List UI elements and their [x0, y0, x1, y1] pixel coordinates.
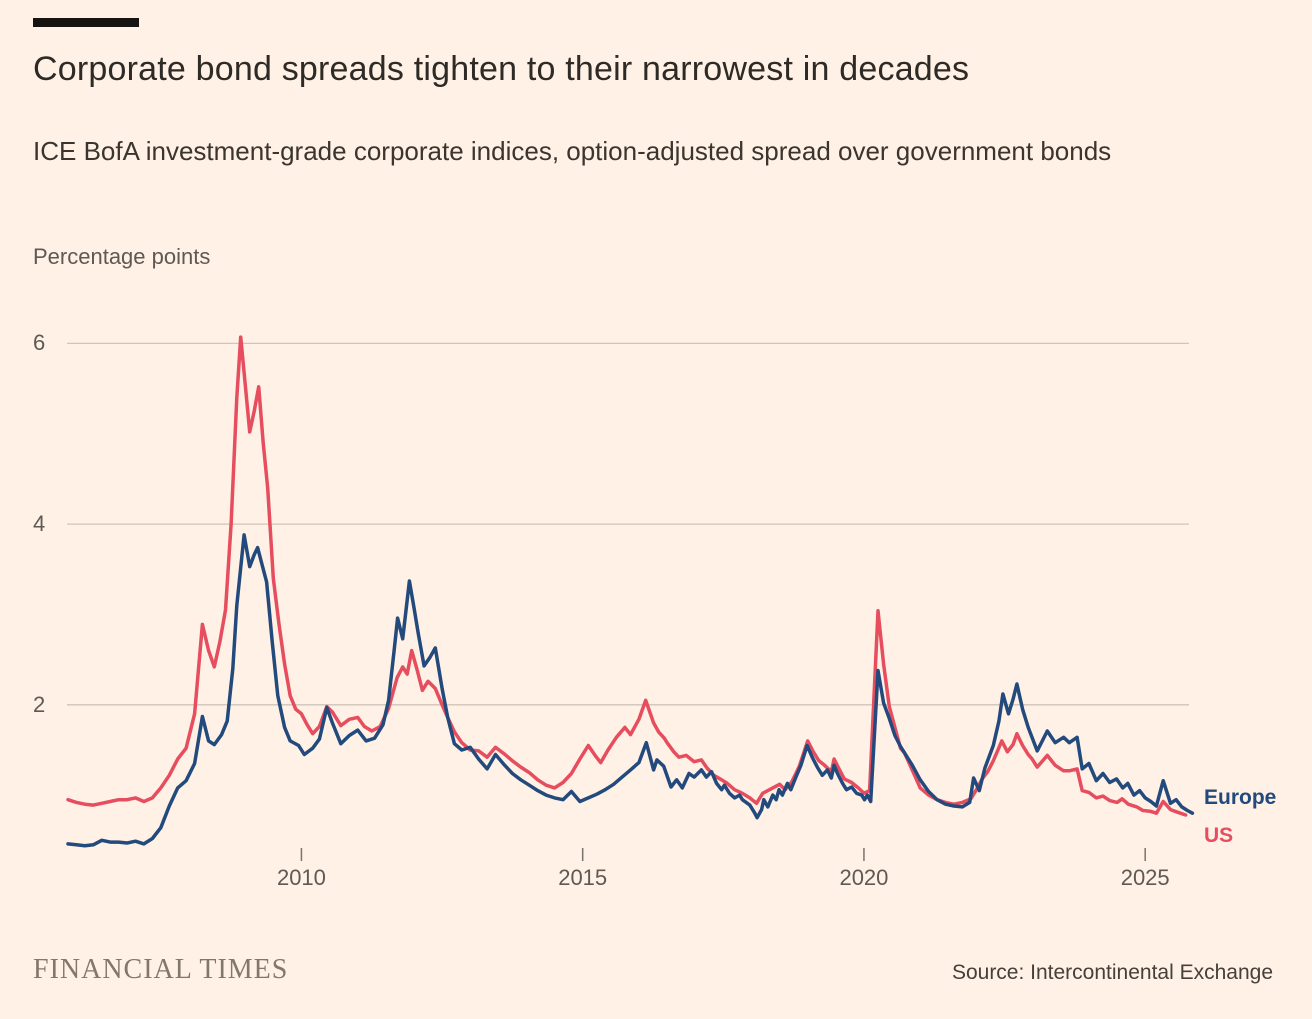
x-axis-label-2015: 2015 — [558, 865, 608, 890]
y-axis-label-4: 4 — [33, 511, 46, 537]
ft-logo: FINANCIAL TIMES — [33, 954, 289, 985]
accent-bar — [33, 18, 139, 27]
chart-title: Corporate bond spreads tighten to their … — [33, 50, 970, 88]
legend-label-europe: Europe — [1204, 786, 1277, 809]
legend-label-us: US — [1204, 824, 1234, 847]
series-line-us — [66, 335, 1188, 817]
chart-subtitle: ICE BofA investment-grade corporate indi… — [33, 136, 1112, 166]
x-axis-label-2010: 2010 — [276, 865, 326, 890]
y-axis-label-2: 2 — [33, 691, 46, 717]
x-axis-label-2025: 2025 — [1120, 865, 1170, 890]
y-axis-units-label: Percentage points — [33, 244, 211, 269]
x-axis-label-2020: 2020 — [839, 865, 889, 890]
source-note: Source: Intercontinental Exchange — [951, 961, 1273, 984]
series-line-europe — [66, 533, 1195, 848]
y-axis-label-6: 6 — [33, 330, 46, 356]
